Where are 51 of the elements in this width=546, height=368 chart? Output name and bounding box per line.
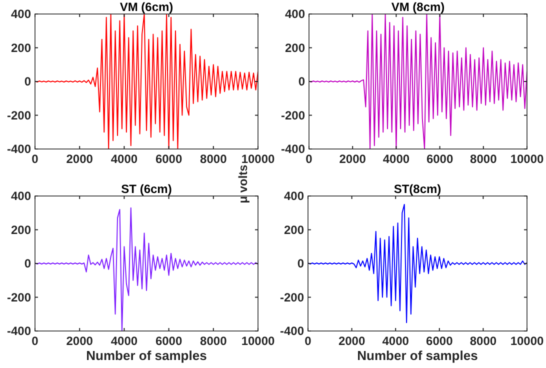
x-tick-label: 8000 (200, 152, 228, 166)
x-tick-label: 2000 (339, 152, 366, 166)
x-tick-label: 6000 (155, 334, 182, 348)
y-axis-title: μ volts (236, 164, 250, 204)
x-tick-label: 4000 (110, 334, 138, 348)
x-tick-label: 4000 (382, 334, 410, 348)
line-series (35, 14, 258, 149)
x-tick-label: 6000 (426, 152, 454, 166)
y-tick-label: 400 (284, 7, 306, 21)
y-tick-label: -200 (280, 290, 304, 304)
x-tick-label: 2000 (66, 334, 94, 348)
y-tick-label: 200 (284, 222, 304, 237)
x-tick-label: 6000 (155, 152, 182, 166)
x-tick-label: 4000 (382, 152, 410, 166)
y-tick-label: 400 (284, 189, 304, 203)
x-tick-label: 8000 (200, 334, 228, 348)
y-tick-label: -400 (6, 324, 32, 338)
x-tick-label: 10000 (241, 152, 276, 166)
y-tick-label: 0 (24, 256, 32, 270)
y-tick-label: -200 (6, 290, 32, 304)
y-tick-label: 200 (10, 40, 32, 55)
chart-title: ST(8cm) (394, 182, 442, 196)
y-tick-label: 200 (10, 222, 32, 237)
y-tick-label: -400 (280, 142, 306, 156)
y-tick-label: -400 (6, 142, 32, 156)
x-tick-label: 8000 (470, 152, 498, 166)
y-tick-label: 400 (10, 189, 32, 203)
line-series (308, 204, 527, 324)
chart-title: VM (8cm) (391, 0, 445, 14)
x-tick-label: 2000 (338, 334, 366, 348)
x-tick-label: 2000 (66, 152, 94, 166)
line-series (35, 207, 258, 331)
x-tick-label: 6000 (426, 334, 454, 348)
x-tick-label: 10000 (510, 334, 544, 348)
y-tick-label: -200 (280, 108, 306, 122)
x-tick-label: 10000 (510, 152, 544, 166)
y-tick-label: 400 (10, 7, 32, 21)
x-axis-title: Number of samples (357, 348, 478, 363)
y-tick-label: 200 (284, 40, 306, 55)
y-tick-label: 0 (298, 74, 306, 88)
x-tick-label: 8000 (470, 334, 497, 348)
chart-title: ST (6cm) (121, 182, 172, 196)
y-tick-label: -200 (6, 108, 32, 122)
y-tick-label: -400 (280, 324, 304, 338)
chart-title: VM (6cm) (120, 0, 174, 14)
x-axis-title: Number of samples (86, 348, 207, 363)
x-tick-label: 4000 (110, 152, 138, 166)
y-tick-label: 0 (24, 74, 32, 88)
y-tick-label: 0 (297, 256, 304, 270)
x-tick-label: 10000 (241, 334, 276, 348)
line-series (309, 14, 527, 149)
